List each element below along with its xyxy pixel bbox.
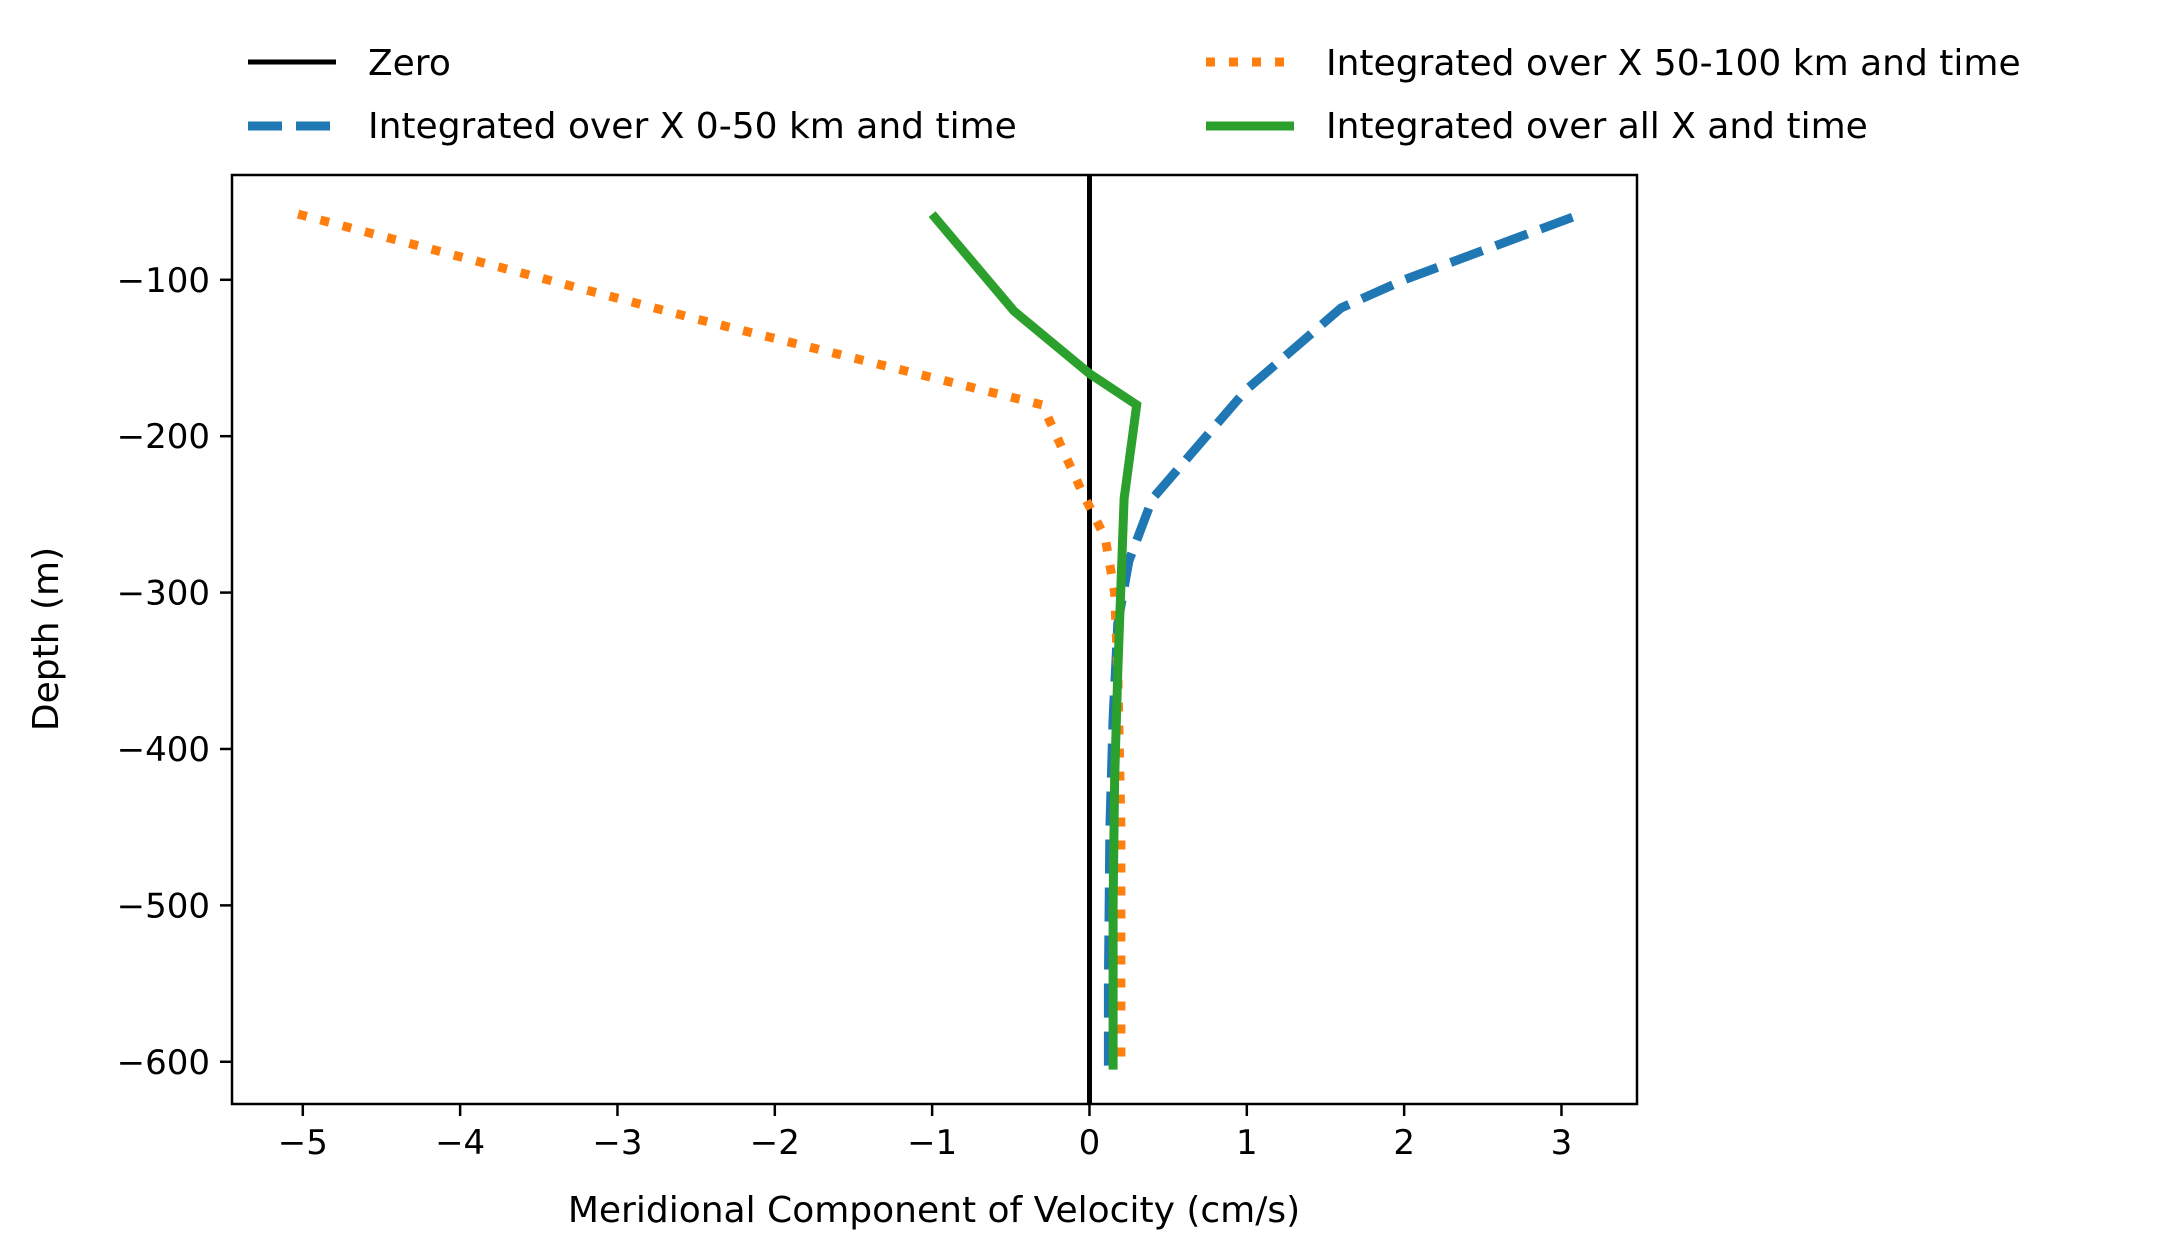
y-tick-label: −300 xyxy=(117,574,210,614)
series-line-integrated-over-x-0-50-km-and-time xyxy=(1103,212,1575,1070)
legend-label-zero: Zero xyxy=(368,43,451,84)
plot-frame xyxy=(230,173,1639,1106)
y-axis-label: Depth (m) xyxy=(26,547,67,731)
legend-label-all-x: Integrated over all X and time xyxy=(1326,106,1868,147)
series-line-integrated-over-x-50-100-km-and-time xyxy=(296,209,1126,1070)
x-tick-label: −2 xyxy=(750,1123,800,1163)
x-axis-label: Meridional Component of Velocity (cm/s) xyxy=(568,1190,1300,1231)
series-layer xyxy=(296,175,1575,1104)
x-tick-label: 1 xyxy=(1236,1123,1258,1163)
y-tick-label: −600 xyxy=(117,1043,210,1083)
y-tick-label: −500 xyxy=(117,886,210,926)
x-tick-label: 0 xyxy=(1079,1123,1101,1163)
x-tick-label: −5 xyxy=(278,1123,328,1163)
legend-label-x-0-50: Integrated over X 0-50 km and time xyxy=(368,106,1017,147)
x-tick-label: −4 xyxy=(435,1123,485,1163)
x-tick-label: 3 xyxy=(1551,1123,1573,1163)
legend: Zero Integrated over X 0-50 km and time … xyxy=(248,43,2021,147)
y-tick-label: −200 xyxy=(117,417,210,457)
y-tick-label: −400 xyxy=(117,730,210,770)
legend-label-x-50-100: Integrated over X 50-100 km and time xyxy=(1326,43,2021,84)
x-tick-label: −1 xyxy=(907,1123,957,1163)
series-line-integrated-over-all-x-and-time xyxy=(928,211,1142,1070)
y-tick-label: −100 xyxy=(117,261,210,301)
x-tick-label: −3 xyxy=(592,1123,642,1163)
x-tick-label: 2 xyxy=(1393,1123,1415,1163)
y-axis-ticks: −100 −200 −300 −400 −500 −600 xyxy=(117,261,232,1083)
x-axis-ticks: −5 −4 −3 −2 −1 0 1 2 3 xyxy=(278,1104,1573,1163)
